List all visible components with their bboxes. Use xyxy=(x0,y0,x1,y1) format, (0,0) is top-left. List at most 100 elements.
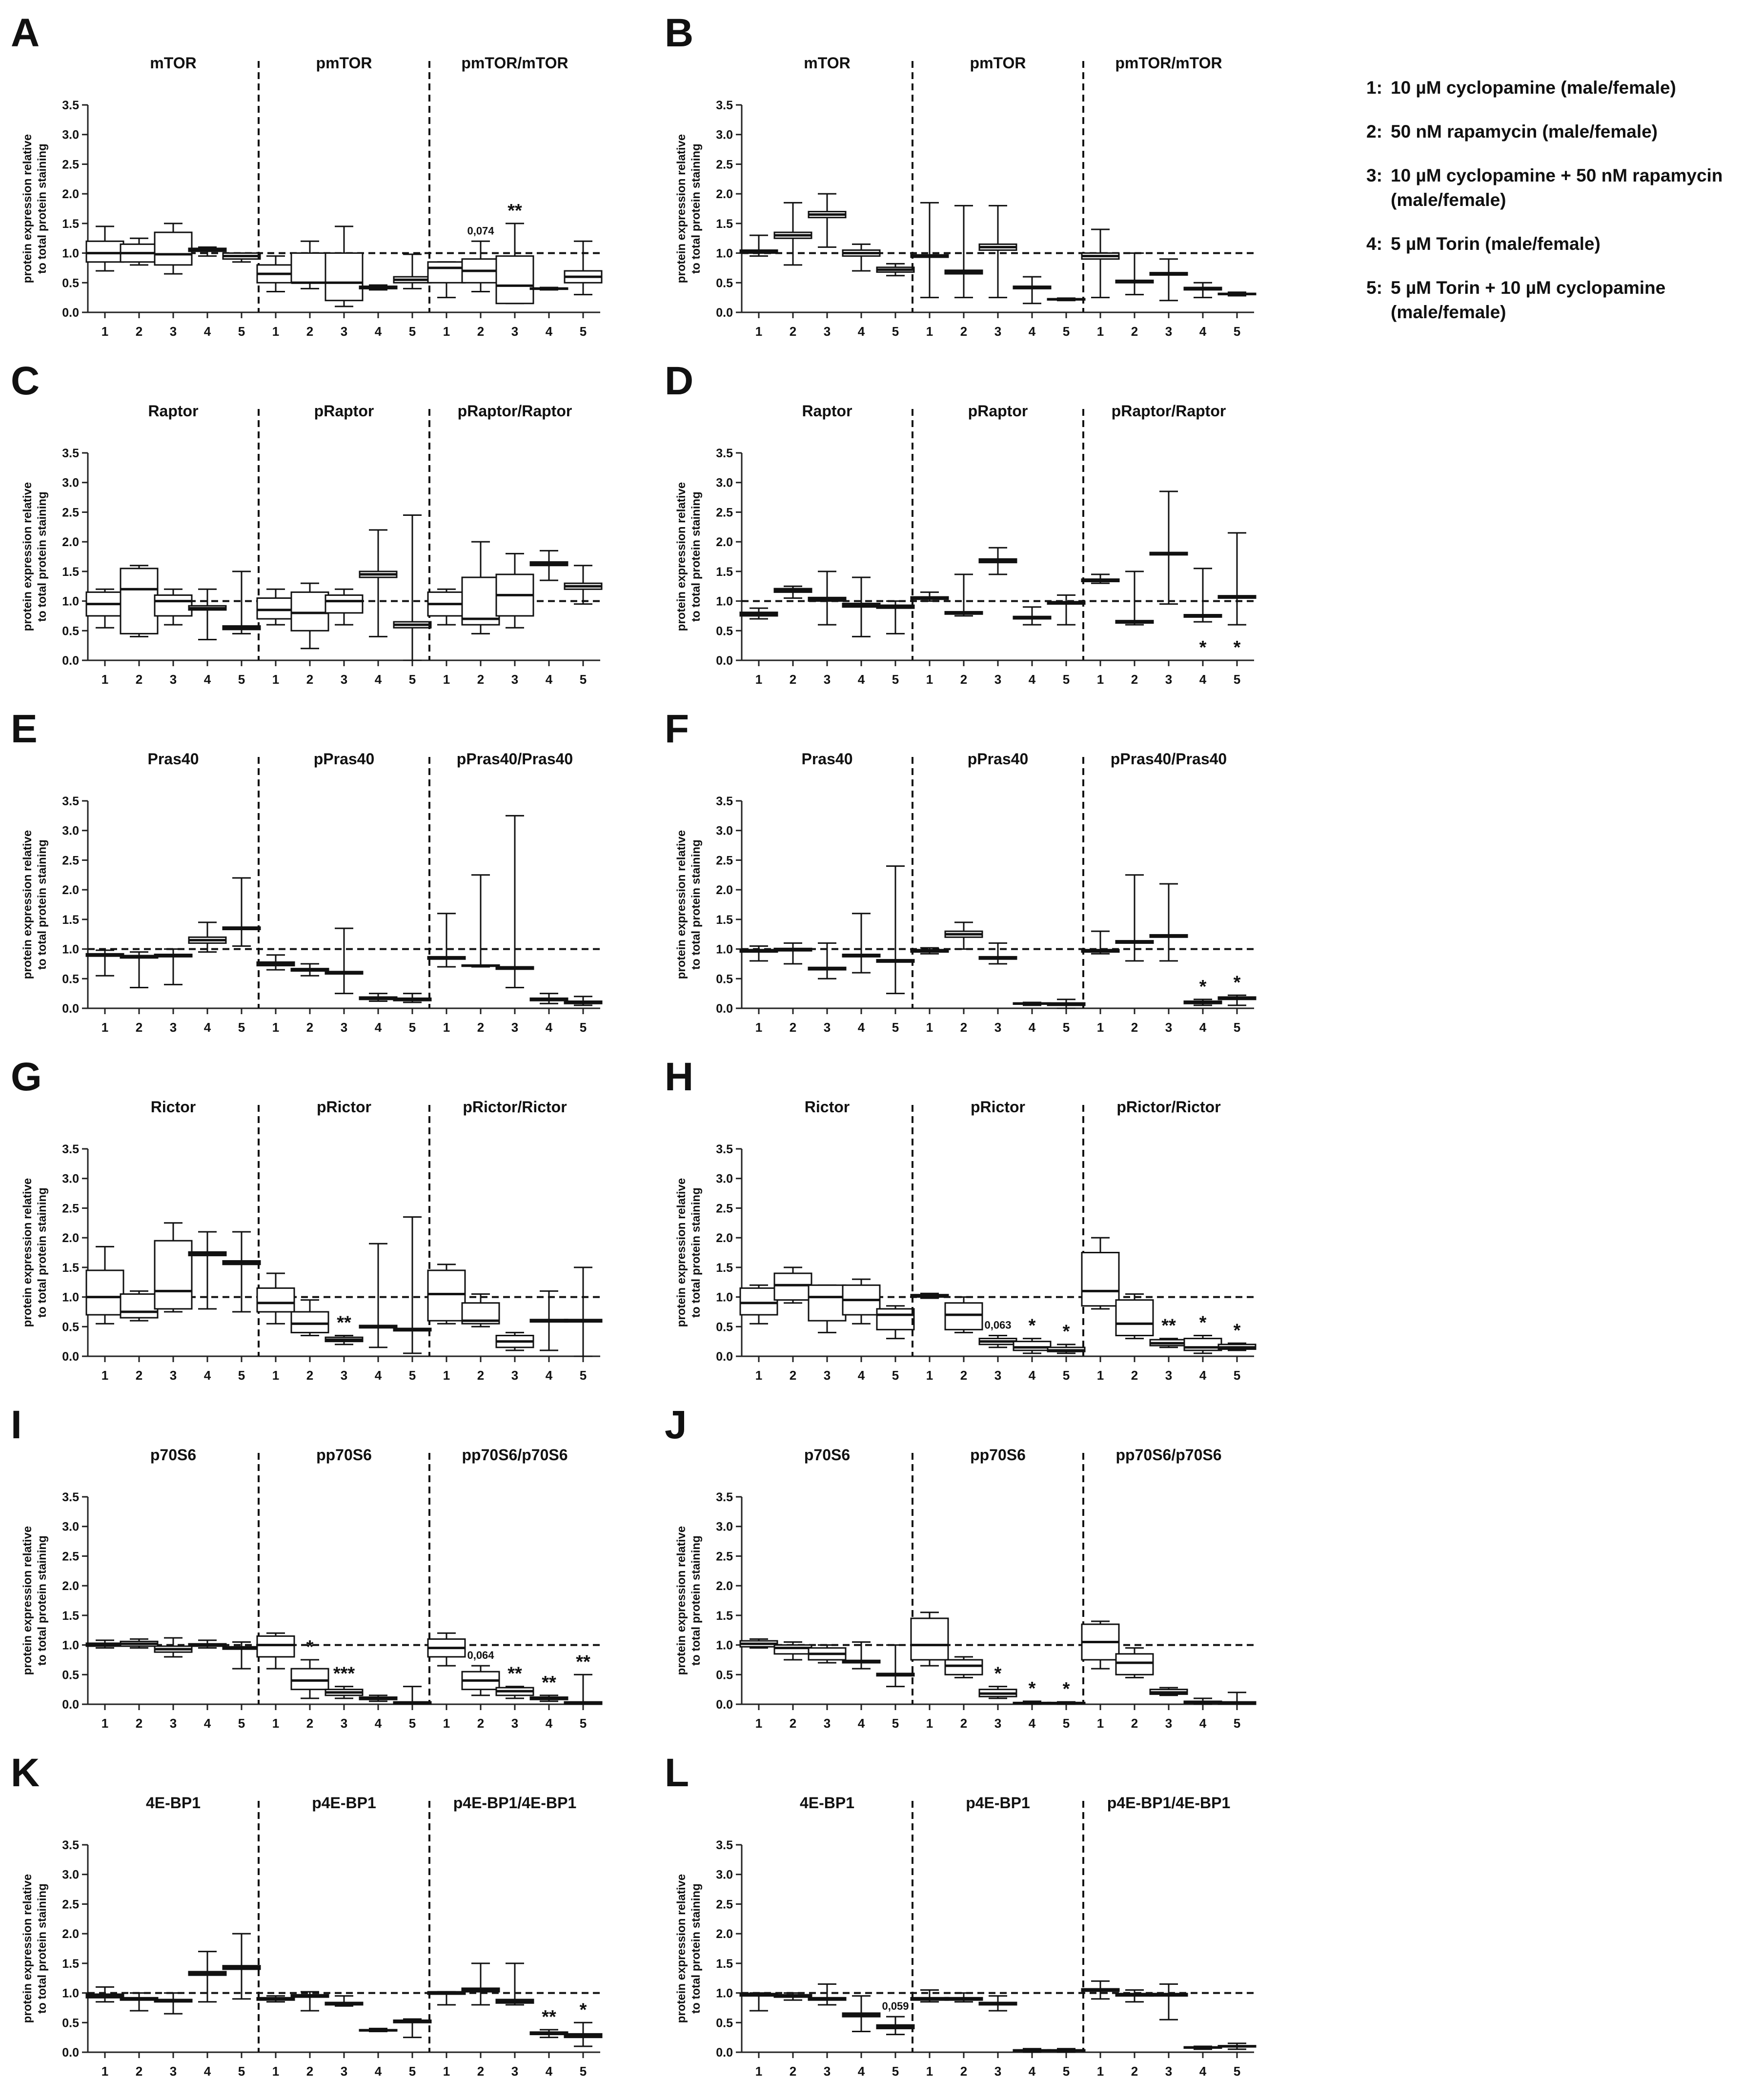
y-tick-label: 0.0 xyxy=(716,1002,733,1016)
x-tick-label: 5 xyxy=(238,672,245,687)
y-tick-label: 2.0 xyxy=(62,535,79,549)
x-tick-label: 5 xyxy=(892,1368,899,1383)
x-tick-label: 1 xyxy=(272,672,279,687)
x-tick-label: 4 xyxy=(204,324,211,339)
y-tick-label: 3.0 xyxy=(62,476,79,490)
x-tick-label: 3 xyxy=(994,1716,1001,1731)
box xyxy=(876,1308,915,1330)
group-title: p4E-BP1/4E-BP1 xyxy=(1107,1794,1231,1812)
box xyxy=(290,252,329,284)
group-title: pPras40/Pras40 xyxy=(1111,750,1227,768)
legend-number: 1: xyxy=(1366,78,1382,98)
x-tick-label: 1 xyxy=(101,1368,108,1383)
y-tick-label: 2.0 xyxy=(716,1231,733,1245)
x-tick-label: 2 xyxy=(306,1020,313,1035)
y-tick-label: 3.5 xyxy=(62,99,79,112)
group-title: pPras40 xyxy=(968,750,1029,768)
group-title: pRictor xyxy=(971,1098,1025,1116)
significance-annotation: * xyxy=(306,1637,314,1657)
y-tick-label: 0.5 xyxy=(62,972,79,986)
x-tick-label: 3 xyxy=(170,672,177,687)
y-tick-label: 2.5 xyxy=(716,1202,733,1215)
y-tick-label: 3.0 xyxy=(716,1172,733,1186)
x-tick-label: 1 xyxy=(443,1020,450,1035)
x-tick-label: 2 xyxy=(1131,1716,1138,1731)
panel-label: D xyxy=(665,359,693,403)
x-tick-label: 4 xyxy=(858,1716,865,1731)
y-axis-title-line: to total protein staining xyxy=(36,1883,49,2014)
x-tick-label: 5 xyxy=(580,2064,587,2079)
group-title: pRaptor/Raptor xyxy=(458,402,572,420)
group-title: p4E-BP1/4E-BP1 xyxy=(453,1794,577,1812)
y-axis-title: protein expression relative to total prot… xyxy=(21,830,49,979)
y-tick-label: 2.5 xyxy=(716,854,733,867)
significance-annotation: ** xyxy=(542,2007,556,2027)
x-tick-label: 2 xyxy=(136,1368,142,1383)
x-tick-label: 5 xyxy=(892,2064,899,2079)
x-tick-label: 2 xyxy=(960,1716,967,1731)
y-tick-label: 2.0 xyxy=(716,187,733,201)
group-title: pmTOR/mTOR xyxy=(461,54,568,72)
y-tick-label: 0.0 xyxy=(716,2046,733,2060)
y-tick-label: 1.0 xyxy=(716,943,733,957)
legend-number: 4: xyxy=(1366,234,1382,254)
y-axis-title-line: to total protein staining xyxy=(689,491,703,622)
y-axis-title-line: protein expression relative xyxy=(675,1526,688,1675)
x-tick-label: 4 xyxy=(546,324,553,339)
x-tick-label: 1 xyxy=(755,2064,762,2079)
y-tick-label: 3.0 xyxy=(716,1868,733,1882)
y-tick-label: 1.5 xyxy=(716,1261,733,1275)
legend-number: 5: xyxy=(1366,278,1382,298)
x-tick-label: 2 xyxy=(477,1020,484,1035)
x-tick-label: 3 xyxy=(1165,2064,1172,2079)
legend-text: 10 µM cyclopamine + 50 nM rapamycin (mal… xyxy=(1391,165,1723,210)
group-title: p4E-BP1 xyxy=(966,1794,1030,1812)
x-tick-label: 2 xyxy=(477,2064,484,2079)
y-axis-title-line: protein expression relative xyxy=(21,830,34,979)
x-tick-label: 5 xyxy=(1063,1020,1070,1035)
x-tick-label: 3 xyxy=(1165,1716,1172,1731)
x-tick-label: 1 xyxy=(1097,1020,1104,1035)
x-tick-label: 2 xyxy=(790,2064,796,2079)
x-tick-label: 3 xyxy=(170,1020,177,1035)
x-tick-label: 3 xyxy=(511,1020,518,1035)
x-tick-label: 3 xyxy=(994,324,1001,339)
y-tick-label: 1.0 xyxy=(62,1291,79,1305)
y-tick-label: 2.0 xyxy=(716,1927,733,1941)
x-tick-label: 2 xyxy=(477,672,484,687)
y-tick-label: 0.0 xyxy=(716,306,733,320)
y-tick-label: 3.0 xyxy=(716,476,733,490)
significance-annotation: * xyxy=(1199,977,1207,997)
x-tick-label: 5 xyxy=(892,672,899,687)
legend-item: 5: 5 µM Torin + 10 µM cyclopamine (male/f… xyxy=(1366,276,1757,325)
x-tick-label: 4 xyxy=(1029,1020,1036,1035)
x-tick-label: 1 xyxy=(1097,672,1104,687)
y-tick-label: 0.0 xyxy=(62,654,79,668)
x-tick-label: 3 xyxy=(341,672,347,687)
x-tick-label: 3 xyxy=(824,672,831,687)
x-tick-label: 5 xyxy=(892,1020,899,1035)
y-axis-title-line: to total protein staining xyxy=(36,491,49,622)
group-title: p70S6 xyxy=(804,1446,850,1464)
x-tick-label: 2 xyxy=(790,672,796,687)
y-tick-label: 1.5 xyxy=(62,1609,79,1623)
panel-label: H xyxy=(665,1055,693,1099)
y-axis-title: protein expression relative to total prot… xyxy=(675,1178,703,1327)
x-tick-label: 4 xyxy=(1029,324,1036,339)
y-tick-label: 3.5 xyxy=(716,1143,733,1156)
box xyxy=(944,1659,983,1675)
x-tick-label: 1 xyxy=(443,324,450,339)
box xyxy=(85,240,124,263)
significance-annotation: * xyxy=(1029,1316,1036,1336)
box xyxy=(256,1635,295,1658)
significance-annotation: * xyxy=(1234,1320,1241,1341)
x-tick-label: 3 xyxy=(341,2064,347,2079)
y-tick-label: 3.0 xyxy=(62,1868,79,1882)
x-tick-label: 3 xyxy=(994,672,1001,687)
legend-text: 5 µM Torin (male/female) xyxy=(1391,234,1601,254)
y-tick-label: 2.0 xyxy=(62,1927,79,1941)
y-axis-title-line: to total protein staining xyxy=(36,1535,49,1666)
